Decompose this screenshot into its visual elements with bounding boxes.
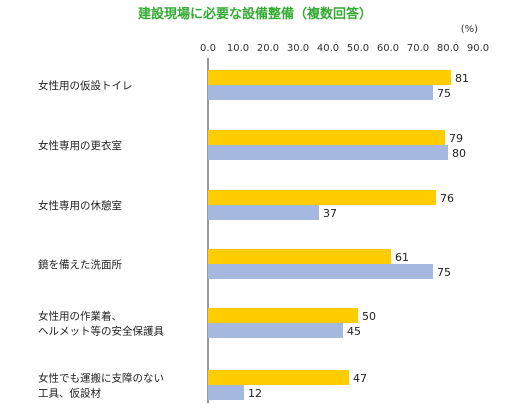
bar-value-label: 47 — [353, 372, 367, 385]
bar-value-label: 50 — [362, 310, 376, 323]
bar — [208, 70, 451, 85]
bar-value-label: 12 — [248, 387, 262, 400]
bar-value-label: 80 — [452, 147, 466, 160]
x-tick-label: 10.0 — [227, 43, 249, 54]
category-label: 女性専用の休憩室 — [38, 199, 122, 212]
x-tick-label: 70.0 — [407, 43, 429, 54]
category-label: 工具、仮設材 — [38, 387, 101, 400]
bar — [208, 145, 448, 160]
x-tick-label: 90.0 — [467, 43, 489, 54]
bar — [208, 190, 436, 205]
category-label: 鏡を備えた洗面所 — [38, 258, 122, 271]
x-tick-label: 20.0 — [257, 43, 279, 54]
bar — [208, 85, 433, 100]
bars — [208, 70, 451, 400]
x-axis-ticks: 0.0 10.0 20.0 30.0 40.0 50.0 60.0 70.0 80.0 90.0 — [200, 43, 489, 54]
bar-value-label: 75 — [437, 87, 451, 100]
bar — [208, 370, 349, 385]
unit-label: (%) — [461, 24, 478, 35]
bar — [208, 264, 433, 279]
bar — [208, 308, 358, 323]
bar-value-label: 79 — [449, 132, 463, 145]
category-label: ヘルメット等の安全保護具 — [38, 325, 164, 338]
category-label: 女性用の作業着、 — [38, 310, 122, 323]
bar — [208, 249, 391, 264]
bar — [208, 205, 319, 220]
x-tick-label: 30.0 — [287, 43, 309, 54]
category-label: 女性専用の更衣室 — [38, 139, 122, 152]
bar-value-label: 61 — [395, 251, 409, 264]
data-labels: 81 79 76 61 50 47 75 80 37 75 45 12 — [248, 72, 469, 400]
bar — [208, 385, 244, 400]
category-label: 女性用の仮設トイレ — [38, 79, 133, 92]
x-tick-label: 80.0 — [437, 43, 459, 54]
x-tick-label: 50.0 — [347, 43, 369, 54]
bar-value-label: 37 — [323, 207, 337, 220]
x-tick-label: 0.0 — [200, 43, 216, 54]
x-tick-label: 60.0 — [377, 43, 399, 54]
bar — [208, 323, 343, 338]
bar-value-label: 45 — [347, 325, 361, 338]
chart-title: 建設現場に必要な設備整備（複数回答） — [138, 6, 372, 22]
bar-value-label: 81 — [455, 72, 469, 85]
bar-value-label: 75 — [437, 266, 451, 279]
category-labels: 女性用の仮設トイレ女性専用の更衣室女性専用の休憩室鏡を備えた洗面所女性用の作業着… — [38, 79, 164, 400]
bar-value-label: 76 — [440, 192, 454, 205]
x-tick-label: 40.0 — [317, 43, 339, 54]
bar — [208, 130, 445, 145]
category-label: 女性でも運搬に支障のない — [38, 372, 164, 385]
